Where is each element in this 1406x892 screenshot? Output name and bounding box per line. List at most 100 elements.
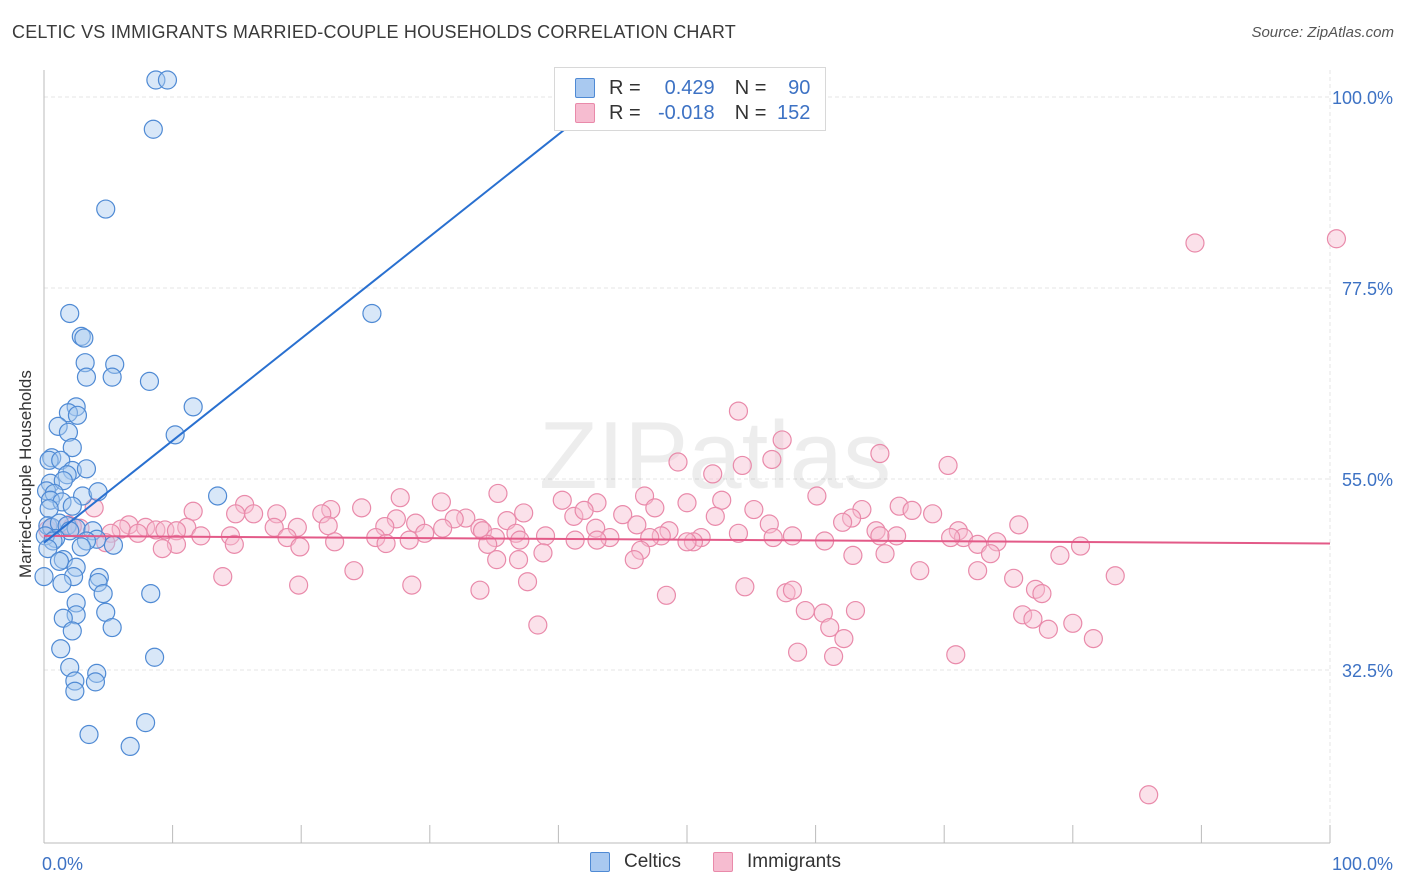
celtics-point — [75, 353, 95, 373]
celtics-point — [93, 583, 113, 604]
immigrants-point — [1032, 583, 1052, 604]
gridlines — [44, 70, 1331, 843]
celtics-point — [85, 672, 106, 692]
immigrants-r-label: R = — [609, 101, 641, 124]
immigrants-point — [399, 530, 419, 550]
celtics-point — [51, 639, 71, 659]
immigrants-point — [624, 550, 644, 570]
celtics-point — [72, 486, 93, 506]
immigrants-point — [772, 430, 792, 450]
immigrants-point — [795, 600, 815, 621]
immigrants-point — [787, 642, 808, 662]
celtics-swatch — [575, 78, 595, 98]
immigrants-point — [574, 500, 594, 521]
immigrants-point — [1038, 619, 1058, 639]
axes — [43, 70, 1331, 844]
immigrants-point — [431, 492, 451, 512]
celtics-point — [102, 367, 122, 387]
immigrants-point — [728, 401, 749, 421]
immigrants-point — [820, 617, 840, 638]
celtics-point — [79, 724, 99, 745]
x-tick-label-min: 0.0% — [42, 854, 83, 874]
immigrants-point — [528, 615, 548, 635]
celtics-point — [48, 416, 68, 436]
immigrants-point — [728, 523, 749, 543]
immigrants-point — [224, 534, 244, 554]
immigrants-point — [376, 533, 396, 554]
immigrants-point — [968, 561, 988, 581]
immigrants-n-label: N = — [734, 101, 767, 124]
immigrants-point — [290, 537, 310, 557]
immigrants-trend-line — [43, 534, 1331, 545]
immigrants-point — [889, 496, 909, 516]
tick-labels: 32.5% 55.0% 77.5% 100.0% 0.0% 100.0% — [42, 88, 1393, 874]
immigrants-point — [565, 530, 585, 550]
immigrants-point — [1326, 229, 1347, 249]
immigrants-point — [183, 501, 203, 521]
immigrants-point — [517, 572, 538, 592]
immigrants-point — [1105, 566, 1125, 586]
celtics-point — [49, 551, 70, 571]
immigrants-point — [552, 490, 572, 510]
immigrants-point — [1009, 515, 1029, 535]
celtics-point — [74, 328, 94, 348]
immigrants-point — [487, 550, 507, 570]
celtics-legend-swatch — [590, 852, 610, 872]
celtics-points — [34, 70, 382, 757]
celtics-n-value: 90 — [788, 76, 811, 99]
immigrants-point — [677, 532, 697, 552]
immigrants-point — [1004, 568, 1024, 588]
celtics-point — [88, 572, 108, 593]
immigrants-point — [732, 455, 752, 476]
celtics-point — [65, 671, 85, 691]
celtics-r-label: R = — [609, 76, 641, 99]
immigrants-point — [325, 532, 345, 552]
celtics-point — [39, 450, 59, 470]
chart-title: CELTIC VS IMMIGRANTS MARRIED-COUPLE HOUS… — [12, 22, 736, 42]
immigrants-point — [510, 530, 530, 550]
immigrants-point — [870, 526, 890, 546]
celtics-point — [208, 486, 228, 506]
legend-item-celtics[interactable]: Celtics — [590, 851, 681, 873]
watermark: ZIPatlas — [539, 402, 891, 509]
immigrants-point — [938, 455, 958, 476]
immigrants-point — [843, 545, 863, 566]
immigrants-point — [627, 515, 647, 535]
immigrants-point — [321, 499, 341, 520]
immigrants-point — [875, 544, 895, 564]
immigrants-point — [514, 503, 534, 523]
immigrants-point — [807, 486, 827, 506]
celtics-point — [120, 736, 140, 757]
celtics-point — [39, 499, 59, 519]
celtics-point — [58, 422, 79, 442]
immigrants-r-value: -0.018 — [657, 101, 715, 124]
immigrants-point — [1023, 609, 1043, 629]
immigrants-point — [244, 504, 264, 524]
celtics-point — [67, 405, 88, 425]
celtics-point — [183, 397, 203, 417]
immigrants-point — [318, 516, 338, 536]
celtics-point — [96, 199, 116, 219]
celtics-point — [76, 459, 97, 479]
immigrants-point — [683, 532, 704, 552]
immigrants-point — [705, 506, 725, 526]
legend-item-immigrants[interactable]: Immigrants — [713, 851, 841, 873]
celtics-point — [165, 425, 185, 445]
immigrants-point — [645, 498, 665, 518]
y-tick-label: 100.0% — [1332, 88, 1393, 108]
immigrants-point — [902, 500, 922, 521]
immigrants-point — [289, 575, 309, 595]
immigrants-points — [38, 229, 1347, 805]
y-tick-label: 77.5% — [1342, 279, 1393, 299]
immigrants-point — [84, 498, 104, 518]
immigrants-point — [213, 567, 233, 587]
immigrants-n-value: 152 — [777, 101, 811, 124]
immigrants-point — [128, 523, 148, 543]
celtics-r-value: 0.429 — [664, 76, 715, 99]
immigrants-swatch — [575, 103, 595, 123]
immigrants-point — [834, 628, 854, 649]
celtics-point — [88, 482, 108, 502]
immigrants-point — [631, 540, 651, 560]
immigrants-point — [386, 509, 406, 529]
